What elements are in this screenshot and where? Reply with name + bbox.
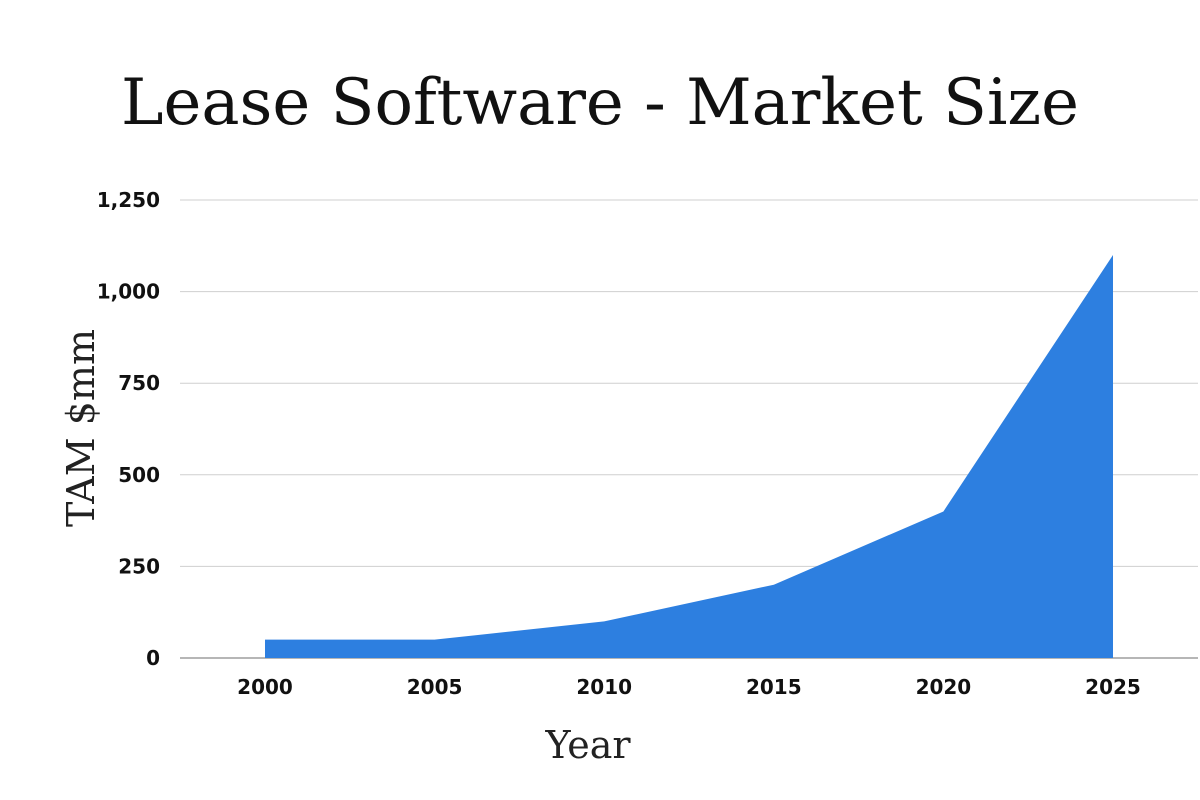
area-series-fill [265, 254, 1113, 658]
x-tick-label: 2015 [746, 675, 802, 699]
y-tick-label: 0 [146, 646, 160, 670]
y-tick-label: 500 [118, 463, 160, 487]
x-tick-label: 2010 [576, 675, 632, 699]
y-tick-label: 250 [118, 554, 160, 578]
x-tick-label: 2025 [1085, 675, 1141, 699]
y-axis-title: TAM $mm [59, 329, 103, 527]
y-tick-label: 750 [118, 371, 160, 395]
x-tick-label: 2000 [237, 675, 293, 699]
x-tick-label: 2020 [916, 675, 972, 699]
x-axis-ticks: 2000 2005 2010 2015 2020 2025 [237, 675, 1141, 699]
y-tick-label: 1,000 [97, 280, 160, 304]
chart-title: Lease Software - Market Size [121, 66, 1079, 140]
y-axis-ticks: 0 250 500 750 1,000 1,250 [97, 188, 160, 670]
x-axis-title: Year [544, 723, 631, 767]
y-tick-label: 1,250 [97, 188, 160, 212]
area-series [265, 254, 1113, 658]
x-tick-label: 2005 [407, 675, 463, 699]
